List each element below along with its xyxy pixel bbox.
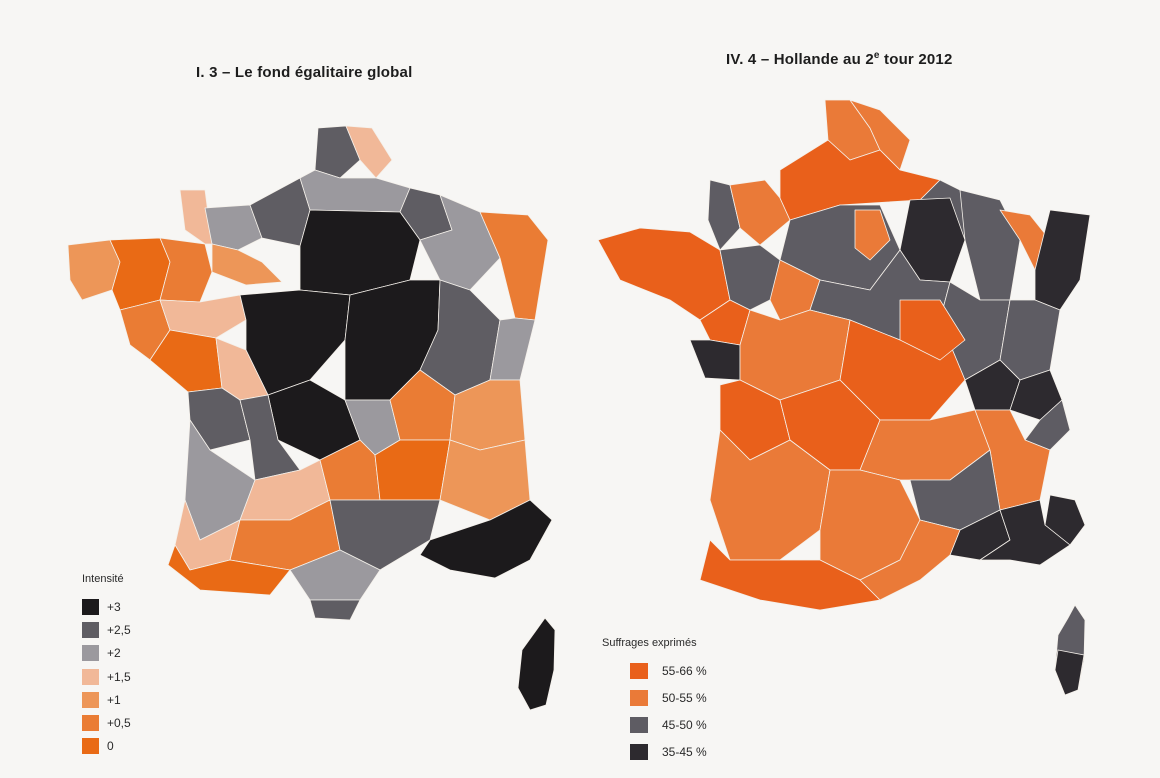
legend-item: +2: [82, 642, 131, 665]
legend-item: 55-66 %: [630, 657, 707, 684]
region-aude-left: [289, 549, 381, 601]
map-panel-right: IV. 4 – Hollande au 2e tour 2012: [580, 0, 1160, 778]
legend-label: +1,5: [107, 669, 131, 684]
map-title-left: I. 3 – Le fond égalitaire global: [196, 64, 413, 81]
region-alsace-right: [1034, 209, 1091, 311]
legend-label: 35-45 %: [662, 744, 707, 759]
legend-swatch: [630, 743, 648, 760]
legend-title-left: Intensité: [82, 573, 124, 585]
region-var-right: [979, 499, 1071, 566]
region-jura-left: [489, 317, 536, 381]
legend-label: +3: [107, 599, 121, 614]
legend-swatch: [82, 715, 99, 732]
region-nord-est-left: [345, 125, 393, 179]
legend-swatch: [82, 598, 99, 615]
legend-swatch: [82, 738, 99, 755]
legend-item: 50-55 %: [630, 684, 707, 711]
legend-swatch: [82, 621, 99, 638]
legend-item: +3: [82, 595, 131, 618]
legend-item: 45-50 %: [630, 711, 707, 738]
legend-label: 55-66 %: [662, 663, 707, 678]
legend-item: +1: [82, 688, 131, 711]
legend-swatch: [82, 645, 99, 662]
region-bretagne-est-left: [159, 237, 213, 303]
region-bretagne-right: [597, 227, 731, 321]
region-lorraine-right: [959, 189, 1021, 301]
region-cotentin-right: [707, 179, 741, 251]
legend-title-right: Suffrages exprimés: [602, 637, 697, 649]
region-paris-right: [854, 209, 891, 261]
legend-swatch: [82, 668, 99, 685]
region-provence-left: [419, 499, 553, 579]
legend-item: 35-45 %: [630, 738, 707, 765]
region-manche-left: [204, 204, 263, 251]
legend-left: Intensité +3 +2,5 +2 +1,5 +1 +0,5 0: [82, 573, 131, 758]
legend-label: +0,5: [107, 716, 131, 731]
legend-item: +2,5: [82, 618, 131, 641]
region-orne-left: [211, 243, 283, 286]
france-map-left: [67, 125, 556, 711]
legend-label: 45-50 %: [662, 717, 707, 732]
legend-label: +2,5: [107, 622, 131, 637]
legend-swatch: [630, 662, 648, 679]
region-picardie-left: [299, 169, 411, 213]
region-vendee-right: [689, 339, 741, 381]
map-panel-left: I. 3 – Le fond égalitaire global: [67, 64, 556, 758]
region-normandie-cotentin-left: [179, 189, 213, 245]
region-allier-right: [899, 299, 966, 361]
region-aude-right: [859, 519, 961, 601]
legend-label: 50-55 %: [662, 690, 707, 705]
region-nord-left: [314, 125, 361, 179]
region-pyrenees-left: [167, 544, 291, 596]
legend-item: +0,5: [82, 711, 131, 734]
legend-swatch: [630, 716, 648, 733]
region-gard-left: [374, 439, 451, 501]
legend-swatch: [82, 691, 99, 708]
legend-right: Suffrages exprimés 55-66 % 50-55 % 45-50…: [602, 637, 707, 765]
corsica-south-right: [1054, 649, 1085, 696]
legend-label: +1: [107, 692, 121, 707]
france-map-right: [597, 99, 1091, 696]
legend-swatch: [630, 689, 648, 706]
legend-label: 0: [107, 739, 114, 754]
region-roussillon-left: [309, 599, 361, 621]
corsica-left: [517, 617, 556, 711]
legend-item: 0: [82, 735, 131, 758]
legend-item: +1,5: [82, 665, 131, 688]
map-title-right: IV. 4 – Hollande au 2e tour 2012: [726, 50, 953, 68]
legend-label: +2: [107, 646, 121, 661]
region-franche-comte-right: [999, 299, 1061, 381]
